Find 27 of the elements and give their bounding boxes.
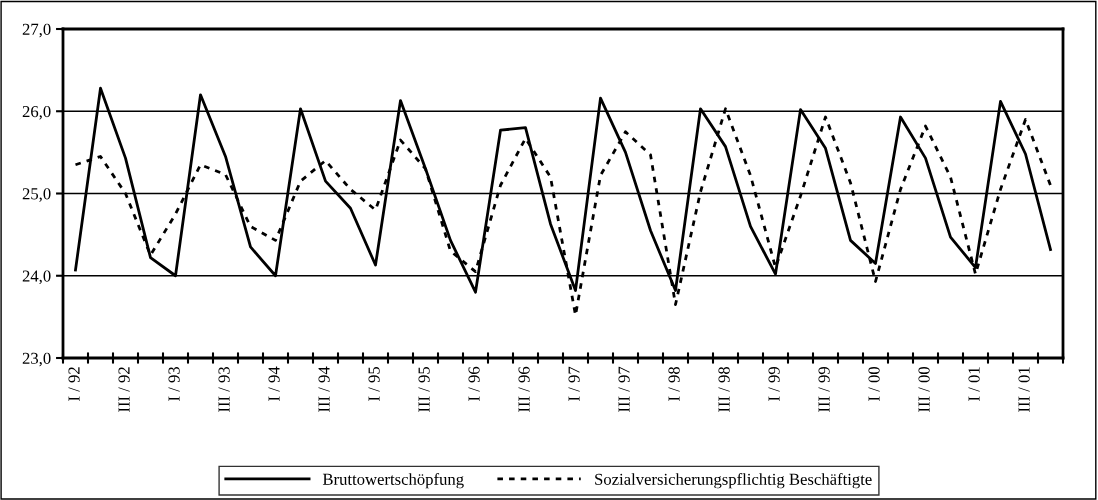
x-tick-label: III / 99 — [818, 367, 830, 413]
y-tick-label: 26,0 — [22, 105, 51, 120]
x-tick-label: III / 96 — [518, 366, 530, 413]
legend-label: Sozialversicherungspflichtig Beschäftigte — [595, 473, 872, 489]
y-tick-label: 23,0 — [22, 352, 51, 367]
x-tick-label: I / 98 — [668, 366, 680, 401]
x-tick-label: III / 00 — [918, 366, 930, 413]
x-tick-label: I / 00 — [868, 366, 880, 401]
x-tick-label: I / 93 — [168, 366, 180, 401]
x-tick-label: III / 93 — [218, 366, 230, 413]
x-tick-label: I / 92 — [68, 367, 80, 401]
x-tick-label: I / 01 — [968, 367, 980, 401]
x-tick-label: III / 97 — [618, 366, 630, 413]
y-tick-label: 25,0 — [22, 188, 51, 202]
x-tick-label: III / 98 — [718, 366, 730, 413]
x-tick-label: I / 99 — [768, 367, 780, 401]
y-tick-label: 27,0 — [22, 23, 51, 38]
x-tick-label: III / 92 — [118, 367, 130, 413]
y-tick-label: 24,0 — [22, 270, 51, 285]
x-tick-label: I / 97 — [568, 366, 580, 401]
x-tick-label: I / 94 — [268, 366, 280, 401]
x-tick-label: I / 95 — [368, 366, 380, 401]
x-tick-label: III / 01 — [1018, 367, 1030, 413]
x-tick-label: III / 95 — [418, 366, 430, 413]
x-tick-label: III / 94 — [318, 366, 330, 413]
x-tick-label: I / 96 — [468, 366, 480, 401]
legend-label: Bruttowertschöpfung — [322, 473, 464, 489]
